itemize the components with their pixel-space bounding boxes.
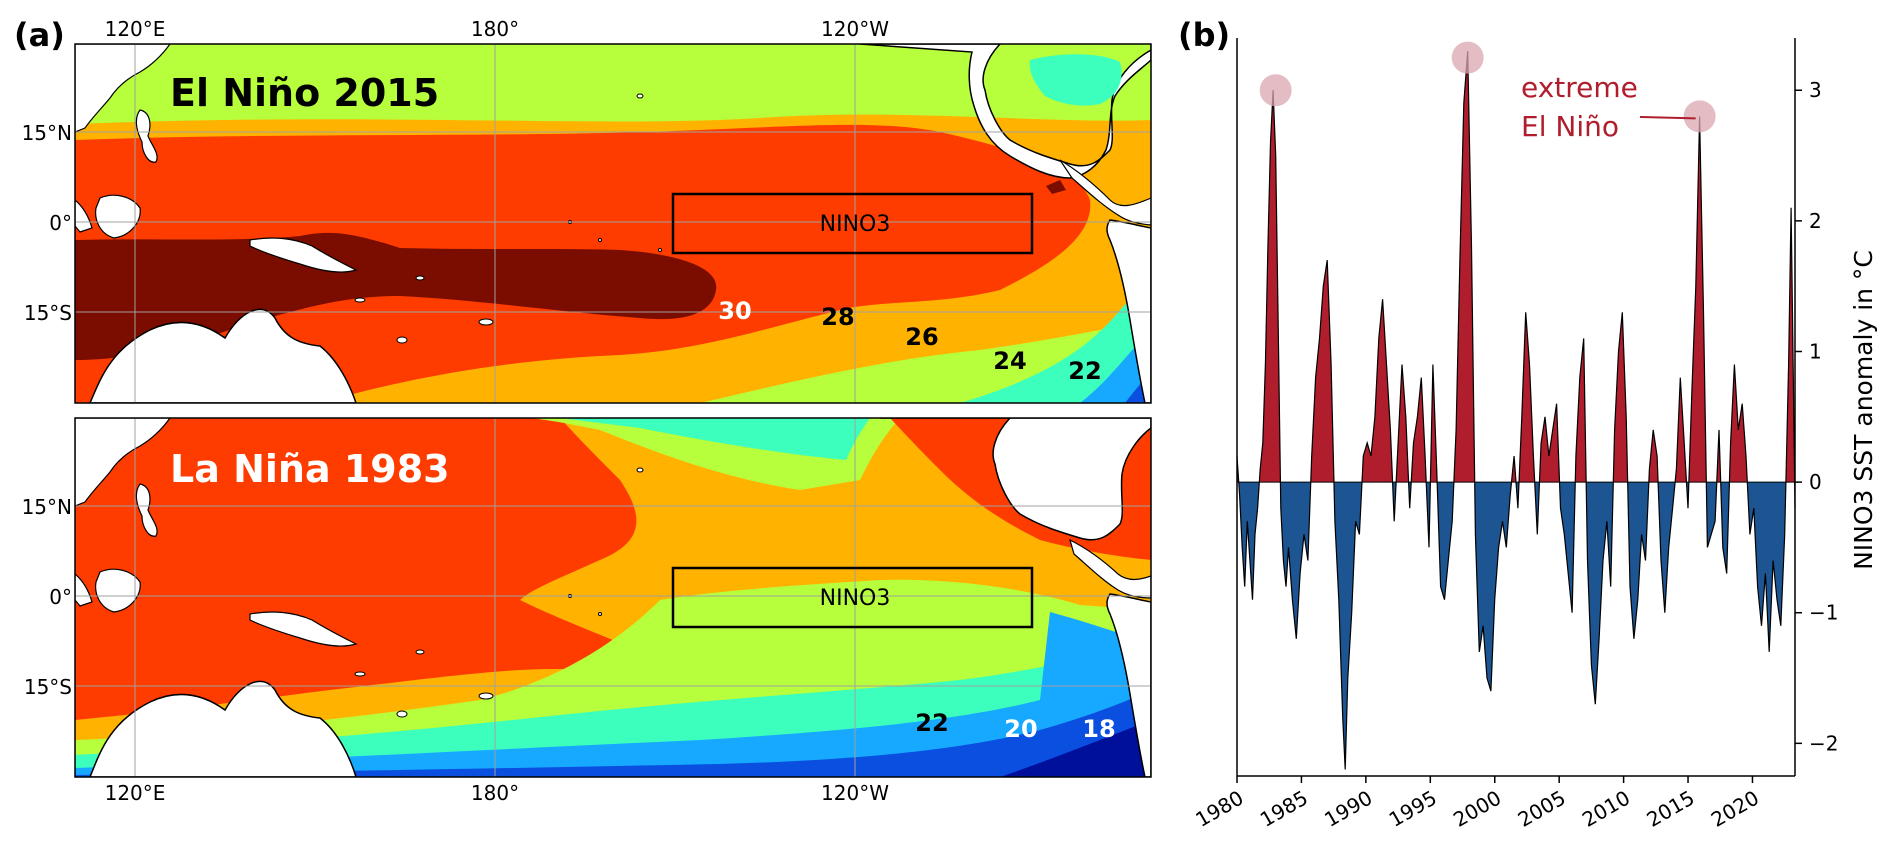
nino3-label-top: NINO3 (820, 212, 891, 237)
extreme-event-marker-0 (1259, 74, 1292, 107)
central-america-land (1069, 538, 1151, 599)
x-tick-label-1980: 1980 (1191, 786, 1247, 832)
nino3-box-top (671, 192, 1034, 255)
contour-label-30: 30 (718, 297, 751, 325)
x-tick-label-2010: 2010 (1578, 786, 1634, 832)
sst-20-band-equator (1040, 612, 1151, 700)
sst-30-band (75, 232, 717, 360)
annotation-pointer (1639, 116, 1696, 120)
extreme-event-marker-1 (1451, 41, 1484, 74)
sst-20-band-south (75, 660, 1151, 777)
lat-tick-15s-top: 15°S (24, 301, 72, 325)
nino3-anomaly-chart: 1980 1985 1990 1995 2000 2005 2010 2015 2020 −2 −1… (1191, 38, 1838, 832)
new-guinea-land (249, 237, 358, 273)
map-el-nino-2015 (75, 44, 1151, 403)
lon-tick-120e-bottom: 120°E (105, 781, 166, 805)
lon-tick-120e-top: 120°E (105, 17, 166, 41)
pacific-islands (354, 93, 662, 344)
australia-land (89, 680, 357, 777)
sst-30-patch-central-america (1046, 180, 1066, 194)
asia-land (75, 44, 171, 133)
map-top-frame (74, 43, 1152, 404)
north-america-land (859, 44, 1151, 179)
map-top-title: El Niño 2015 (170, 71, 439, 115)
map-bottom-gridlines (75, 418, 1151, 777)
contour-label-18: 18 (1082, 715, 1115, 743)
x-tick-label-2000: 2000 (1449, 786, 1505, 832)
nino3-label-bottom: NINO3 (820, 586, 891, 611)
y-tick-label--1: −1 (1809, 601, 1838, 625)
lon-tick-120w-bottom: 120°W (821, 781, 889, 805)
contour-label-20: 20 (1004, 715, 1037, 743)
lat-tick-15n-top: 15°N (22, 121, 72, 145)
sst-22-band-south (960, 260, 1151, 403)
asia-land (75, 418, 171, 507)
annotation-extreme: extreme (1521, 71, 1638, 104)
contour-label-22: 22 (1068, 357, 1101, 385)
gulf-of-mexico (1029, 54, 1122, 106)
lat-tick-0-bottom: 0° (49, 585, 72, 609)
contour-label-24: 24 (993, 347, 1026, 375)
lon-tick-120w-top: 120°W (821, 17, 889, 41)
x-tick-label-2005: 2005 (1514, 786, 1570, 832)
lat-tick-15n-bottom: 15°N (22, 495, 72, 519)
panel-a-label: (a) (14, 16, 65, 54)
annotation-el-nino: El Niño (1521, 110, 1619, 143)
x-tick-label-1990: 1990 (1320, 786, 1376, 832)
lon-tick-180-top: 180° (471, 17, 519, 41)
sst-20-band-south (1080, 330, 1151, 403)
contour-label-26: 26 (905, 323, 938, 351)
sst-18-band-south (75, 690, 1151, 777)
y-tick-label--2: −2 (1809, 731, 1838, 755)
sst-24-tongue (690, 587, 1060, 612)
panel-b-label: (b) (1178, 16, 1230, 54)
y-tick-label-3: 3 (1809, 78, 1822, 102)
sst-22-band-north (560, 418, 870, 460)
map-la-nina-1983 (75, 418, 1151, 777)
x-tick-label-1995: 1995 (1385, 786, 1441, 832)
sumatra-land (75, 573, 93, 607)
sst-28-band (75, 418, 660, 720)
australia-land (89, 308, 357, 403)
x-tick-label-2020: 2020 (1707, 786, 1763, 832)
negative-anomaly-area (1237, 482, 1795, 770)
extreme-event-marker-2 (1683, 100, 1716, 133)
anomaly-line (1236, 51, 1796, 770)
x-tick-label-1985: 1985 (1256, 786, 1312, 832)
sst-24-band (75, 44, 1151, 124)
sumatra-land (75, 199, 93, 233)
lat-tick-0-top: 0° (49, 211, 72, 235)
map-bottom-title: La Niña 1983 (170, 447, 450, 491)
north-america-land (880, 418, 1151, 541)
map-top-gridlines (75, 44, 1151, 403)
lat-tick-15s-bottom: 15°S (24, 675, 72, 699)
y-axis-label: NINO3 SST anomaly in °C (1849, 250, 1878, 570)
y-tick-label-0: 0 (1809, 470, 1822, 494)
new-guinea-land (249, 611, 358, 647)
lon-tick-180-bottom: 180° (471, 781, 519, 805)
positive-anomaly-area (1237, 51, 1795, 483)
y-tick-label-1: 1 (1809, 339, 1822, 363)
nino3-box-bottom (671, 566, 1034, 629)
contour-label-22: 22 (915, 709, 948, 737)
x-tick-label-2015: 2015 (1642, 786, 1698, 832)
y-tick-label-2: 2 (1809, 209, 1822, 233)
central-america-land (1059, 159, 1151, 226)
sst-16-band-south (1000, 720, 1151, 777)
contour-label-28: 28 (821, 303, 854, 331)
pacific-islands (354, 467, 644, 718)
map-bottom-frame (74, 417, 1152, 778)
